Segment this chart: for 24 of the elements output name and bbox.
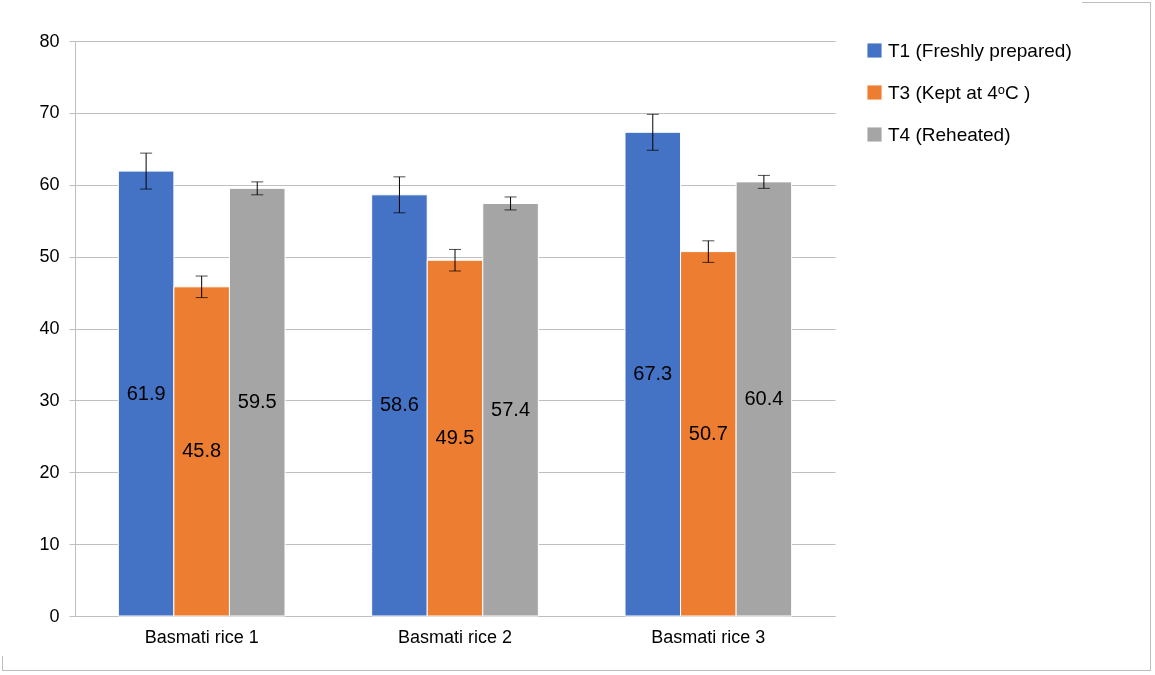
data-label: 67.3 xyxy=(633,362,673,385)
y-tick-label: 70 xyxy=(39,102,60,123)
data-label: 57.4 xyxy=(491,397,531,420)
data-label: 59.5 xyxy=(237,390,277,413)
y-tick-label: 20 xyxy=(39,461,60,482)
data-label: 60.4 xyxy=(744,386,784,409)
data-label: 50.7 xyxy=(688,421,728,444)
y-tick-label: 30 xyxy=(39,389,60,410)
legend-label: T1 (Freshly prepared) xyxy=(888,39,1072,61)
x-tick-label: Basmati rice 2 xyxy=(397,626,513,647)
x-tick-label: Basmati rice 1 xyxy=(144,626,259,647)
y-tick-label: 0 xyxy=(49,605,60,626)
y-tick-label: 10 xyxy=(39,533,60,554)
x-tick-label: Basmati rice 3 xyxy=(651,626,766,647)
data-label: 58.6 xyxy=(379,393,419,416)
y-tick-label: 40 xyxy=(39,318,60,338)
data-label: 61.9 xyxy=(126,381,166,404)
legend-label: T4 (Reheated) xyxy=(888,123,1011,145)
legend-label: T3 (Kept at 4ᵒC ) xyxy=(888,81,1031,103)
y-tick-label: 60 xyxy=(39,174,60,195)
data-label: 45.8 xyxy=(182,439,222,462)
data-label: 49.5 xyxy=(435,426,475,449)
y-tick-label: 50 xyxy=(39,246,60,267)
y-tick-label: 80 xyxy=(39,30,60,51)
